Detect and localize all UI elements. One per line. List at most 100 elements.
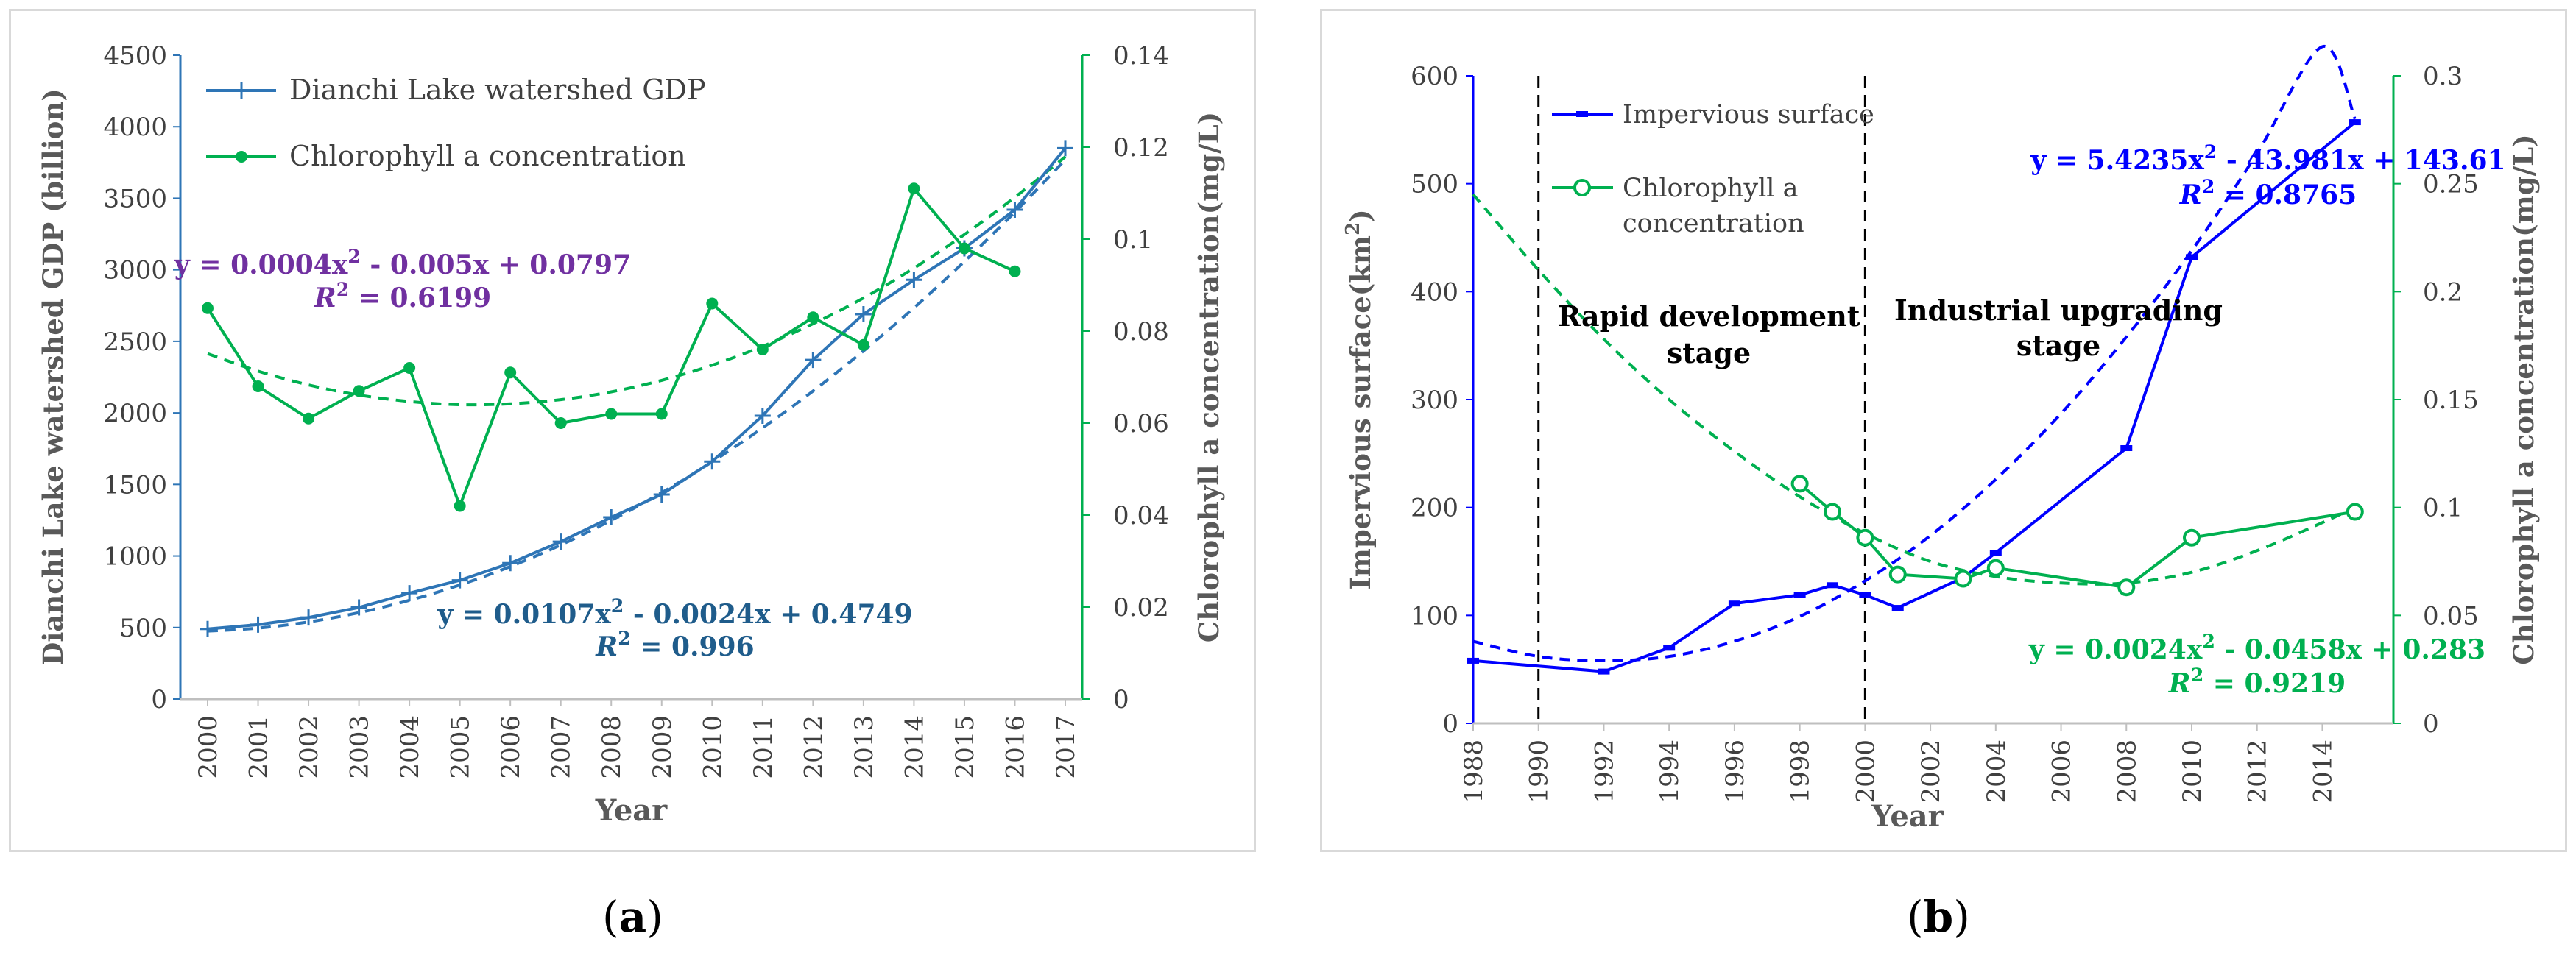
x-tick-label: 2004 (1982, 740, 2011, 804)
x-tick-label: 2004 (395, 715, 425, 779)
y-left-tick-label: 1000 (103, 542, 167, 572)
y-left-tick-label: 600 (1411, 62, 1458, 91)
chart-b-svg: 0 100 200 300 400 500 600 0 0.05 0.1 0.15 0.2 0.25 0.… (1342, 45, 2540, 834)
gdp-point (754, 408, 771, 424)
chlorophyll-point (403, 362, 416, 374)
equation-impervious: y = 5.4235x2 - 43.981x + 143.61 (2030, 141, 2505, 176)
chlorophyll-point (857, 338, 869, 351)
x-tick-label: 1992 (1589, 740, 1619, 804)
chlorophyll-point (908, 182, 920, 195)
y-right-tick-label: 0.06 (1113, 409, 1169, 439)
impervious-point (2349, 119, 2361, 126)
y-left-tick-label: 100 (1411, 601, 1458, 631)
y-left-tick-label: 3000 (103, 256, 167, 286)
x-tick-label: 2016 (1001, 715, 1030, 779)
impervious-point (1891, 605, 1904, 611)
chlorophyll-point (1954, 570, 1972, 588)
series-line-1 (1799, 482, 2356, 589)
stage-label-rapid-1: Rapid development (1558, 299, 1860, 333)
x-tick-label: 2006 (496, 715, 526, 779)
caption-a-letter: a (618, 892, 647, 942)
legend-chl-marker (1573, 179, 1591, 196)
caption-b: (b) (1907, 892, 1970, 942)
gdp-point (552, 533, 569, 550)
impervious-point (1467, 657, 1479, 664)
x-tick-label: 2005 (446, 715, 476, 779)
chlorophyll-point (303, 412, 315, 425)
y-left-tick-label: 1500 (103, 470, 167, 500)
chlorophyll-point (1009, 265, 1021, 277)
equation-chlorophyll: y = 0.0024x2 - 0.0458x + 0.283 (2028, 630, 2485, 665)
y-right-tick-label: 0.1 (1113, 225, 1153, 255)
x-tick-label: 1994 (1655, 740, 1684, 804)
impervious-point (1827, 582, 1838, 589)
x-tick-label: 2010 (2178, 740, 2207, 804)
x-tick-label: 2014 (900, 715, 929, 779)
y-left-tick-label: 400 (1411, 277, 1458, 307)
legend-chl-label-2: concentration (1623, 209, 1804, 238)
x-tick-label: 2008 (597, 715, 627, 779)
impervious-point (1859, 592, 1871, 598)
y-left-tick-label: 0 (1442, 709, 1458, 739)
legend-chl-label: Chlorophyll a concentration (289, 140, 686, 172)
series-line-0 (207, 147, 1067, 631)
trendline-0 (207, 158, 1067, 633)
impervious-point (1663, 645, 1676, 651)
legend-gdp-marker (233, 82, 250, 99)
x-tick-label: 2006 (2047, 740, 2077, 804)
y-left-tick-label: 2500 (103, 327, 167, 357)
impervious-point (1989, 550, 2002, 556)
chlorophyll-point (252, 380, 264, 392)
impervious-point (1728, 600, 1740, 607)
gdp-point (1006, 202, 1023, 218)
chlorophyll-point (706, 297, 719, 310)
x-tick-label: 2007 (547, 715, 576, 779)
chart-panel-b: 0 100 200 300 400 500 600 0 0.05 0.1 0.15 0.2 0.25 0.… (1320, 9, 2567, 852)
impervious-point (2186, 254, 2198, 260)
chlorophyll-point (353, 385, 365, 397)
y-left-tick-label: 300 (1411, 386, 1458, 415)
chlorophyll-point (655, 408, 668, 420)
chlorophyll-point (554, 417, 567, 429)
y-right-tick-label: 0 (1113, 685, 1129, 715)
x-tick-label: 1998 (1786, 740, 1815, 804)
legend-impervious-marker (1576, 111, 1588, 117)
chlorophyll-point (1856, 528, 1874, 547)
trendline-0 (1472, 45, 2357, 662)
impervious-point (1793, 592, 1806, 598)
y-right-axis-title: Chlorophyll a concentration(mg/L) (1193, 112, 1225, 642)
x-axis-title: Year (1871, 799, 1944, 834)
y-right-tick-label: 0.05 (2423, 601, 2479, 631)
x-tick-label: 2011 (749, 715, 778, 779)
x-tick-label: 2000 (194, 715, 223, 779)
y-right-tick-label: 0.1 (2423, 494, 2463, 523)
equation-gdp: y = 0.0107x2 - 0.0024x + 0.4749 (437, 595, 912, 630)
x-tick-label: 1990 (1525, 740, 1554, 804)
impervious-point (1598, 668, 1610, 675)
chlorophyll-point (504, 366, 517, 379)
chlorophyll-point (807, 311, 819, 324)
x-tick-label: 2012 (2243, 740, 2273, 804)
equation-chlorophyll: y = 0.0004x2 - 0.005x + 0.0797 (174, 245, 631, 280)
x-axis-title: Year (595, 793, 668, 828)
chart-a-svg: 0 500 1000 1500 2000 2500 3000 3500 4000 4500 0 0.0… (37, 41, 1225, 828)
chlorophyll-point (756, 344, 769, 355)
r2-chlorophyll: R2 = 0.6199 (314, 278, 491, 313)
y-right-tick-label: 0.04 (1113, 501, 1169, 531)
gdp-point (906, 272, 922, 288)
y-left-axis-title: Dianchi Lake watershed GDP (billion) (37, 88, 69, 665)
x-tick-label: 2002 (294, 715, 324, 779)
legend-gdp-label: Dianchi Lake watershed GDP (289, 74, 706, 106)
chlorophyll-point (2346, 503, 2364, 521)
caption-b-letter: b (1923, 892, 1954, 942)
x-tick-label: 1988 (1459, 740, 1489, 804)
chlorophyll-point (958, 242, 970, 255)
stage-label-industrial-1: Industrial upgrading (1894, 294, 2223, 327)
y-right-tick-label: 0 (2423, 709, 2439, 739)
x-tick-label: 2008 (2112, 740, 2142, 804)
gdp-point (401, 585, 418, 602)
r2-chlorophyll: R2 = 0.9219 (2168, 664, 2346, 699)
trendline-1 (1472, 194, 2356, 586)
x-tick-label: 2001 (244, 715, 274, 779)
chlorophyll-point (1888, 565, 1907, 584)
